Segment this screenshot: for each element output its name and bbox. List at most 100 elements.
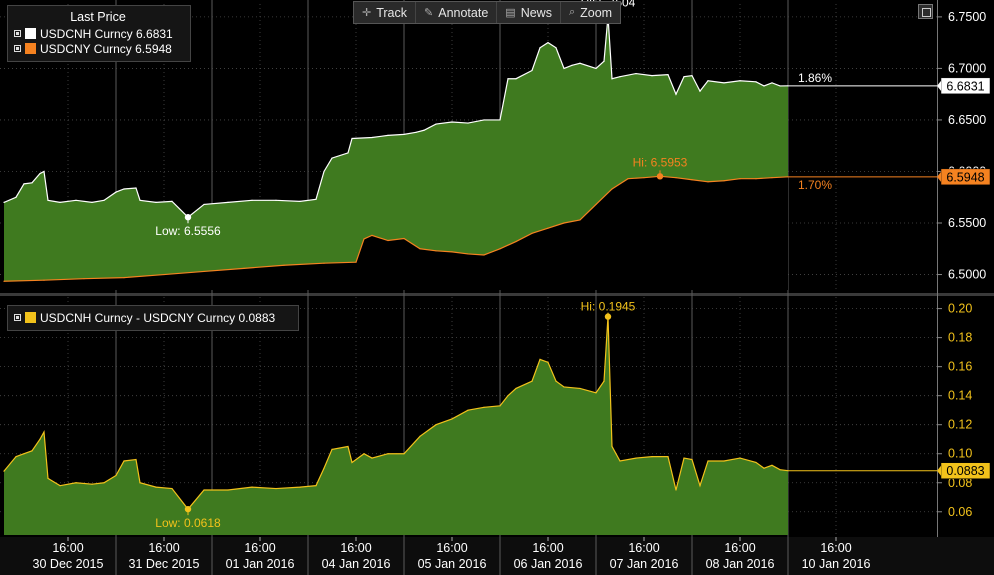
y-tick-label: 0.18 [948,331,972,345]
legend-row-cnh[interactable]: USDCNH Curncy 6.6831 [14,26,182,41]
toggle-icon[interactable] [14,45,21,52]
x-date-label: 06 Jan 2016 [514,557,583,571]
spread-legend: USDCNH Curncy - USDCNY Curncy 0.0883 [7,305,299,331]
cny-underfill [4,176,788,290]
data-point [451,121,453,123]
data-point [579,387,581,390]
annotate-button[interactable]: ✎ Annotate [416,2,498,23]
data-point [779,469,781,471]
data-point [651,456,653,458]
data-point [43,431,45,433]
data-point [419,248,421,250]
data-point [347,445,349,448]
x-date-label: 31 Dec 2015 [129,557,200,571]
data-point [467,409,469,411]
x-date-label: 10 Jan 2016 [802,557,871,571]
legend-row-spread[interactable]: USDCNH Curncy - USDCNY Curncy 0.0883 [14,310,290,325]
data-point [323,170,325,173]
data-point [467,122,469,124]
data-point [387,239,389,242]
annotate-label: Annotate [438,5,489,20]
data-point [139,199,141,201]
data-point [507,395,509,397]
data-point [635,457,637,459]
data-point [283,264,285,266]
maximize-button[interactable] [918,4,933,19]
crosshair-icon: ✛ [362,7,372,19]
y-tick-label: 6.7000 [948,61,986,75]
data-point [139,482,141,484]
x-date-label: 07 Jan 2016 [610,557,679,571]
data-point [103,482,105,484]
data-point [739,178,741,180]
data-point [39,438,41,440]
toggle-icon[interactable] [14,314,21,321]
annotation-label: Low: 6.5556 [155,224,221,238]
y-tick-label: 6.5500 [948,216,986,230]
x-tick-label: 16:00 [724,541,755,555]
data-point [435,123,437,125]
data-point [123,460,125,462]
data-point [227,489,229,491]
data-point [275,487,277,490]
data-point [43,170,45,173]
data-point [299,200,301,202]
data-point [723,180,725,182]
data-point [451,418,453,420]
toggle-icon[interactable] [14,30,21,37]
data-point [547,361,549,363]
data-point [691,75,693,77]
news-button[interactable]: ▤ News [497,2,561,23]
data-point [31,182,33,184]
x-date-label: 08 Jan 2016 [706,557,775,571]
y-tick-label: 0.08 [948,476,972,490]
data-point [123,188,125,190]
cnh-cny-spread-fill [4,16,788,282]
data-point [771,464,773,466]
last-value-label: 6.6831 [946,79,984,93]
data-point [683,457,685,459]
y-tick-label: 6.6500 [948,113,986,127]
data-point [251,199,253,201]
track-button[interactable]: ✛ Track [354,2,417,23]
data-point [499,119,501,121]
change-label: 1.86% [798,71,832,85]
data-point [363,238,365,240]
data-point [603,380,605,382]
panel-divider [0,293,994,296]
annotation-marker [184,505,192,513]
data-point [707,181,709,183]
data-point [315,198,317,200]
data-point [3,470,5,472]
data-point [507,78,509,80]
data-point [739,457,741,459]
series-line-spread [3,316,789,511]
annotation-marker [604,313,612,320]
zoom-button[interactable]: ⌕ Zoom [561,2,620,23]
data-point [355,261,357,263]
data-point [515,240,517,243]
data-point [299,486,301,488]
x-tick-label: 16:00 [820,541,851,555]
x-date-label: 04 Jan 2016 [322,557,391,571]
data-point [15,456,17,458]
data-point [351,461,353,464]
track-label: Track [376,5,408,20]
data-point [75,199,77,201]
data-point [23,183,25,185]
data-point [331,448,333,450]
legend-row-cny[interactable]: USDCNY Curncy 6.5948 [14,41,182,56]
data-point [595,67,597,70]
data-point [363,453,365,455]
axis-layer: 6.50006.55006.60006.65006.70006.75000.06… [33,10,991,571]
last-value-pointer [937,171,941,182]
data-point [135,458,137,461]
data-point [539,47,541,49]
data-point [59,201,61,203]
y-tick-label: 0.10 [948,447,972,461]
legend-label-spread: USDCNH Curncy - USDCNY Curncy 0.0883 [40,310,276,325]
x-tick-label: 16:00 [244,541,275,555]
data-point [371,457,373,459]
y-tick-label: 0.16 [948,360,972,374]
